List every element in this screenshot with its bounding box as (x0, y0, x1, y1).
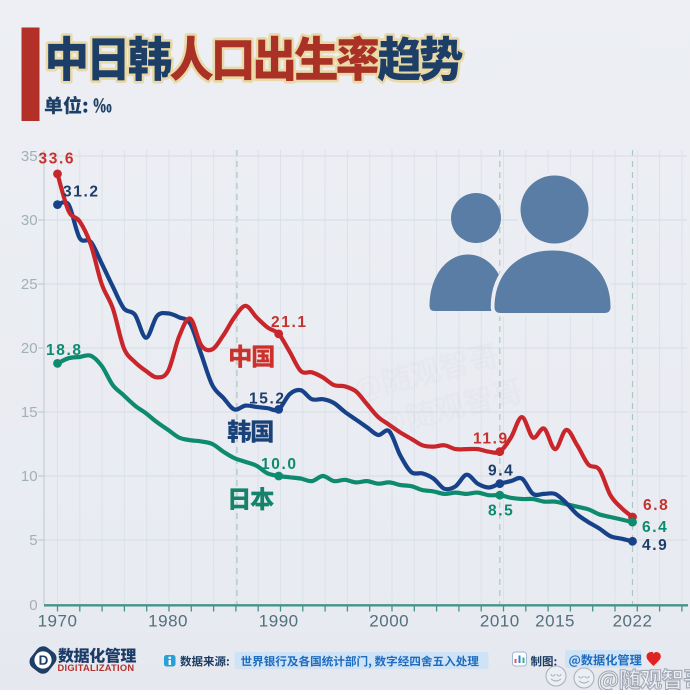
svg-text:35: 35 (21, 148, 38, 165)
svg-text:15.2: 15.2 (249, 391, 286, 408)
svg-text:18.8: 18.8 (46, 342, 83, 359)
svg-text:4.9: 4.9 (642, 537, 668, 554)
svg-text:11.9: 11.9 (473, 431, 509, 448)
svg-text:30: 30 (21, 212, 38, 229)
svg-text:DIGITALIZATION: DIGITALIZATION (58, 663, 135, 673)
svg-text:1980: 1980 (148, 612, 188, 631)
svg-text:10.0: 10.0 (261, 456, 298, 473)
svg-text:1990: 1990 (259, 612, 299, 631)
svg-text:5: 5 (29, 532, 37, 549)
svg-text:25: 25 (21, 276, 38, 293)
svg-text:9.4: 9.4 (488, 463, 514, 480)
svg-text:15: 15 (21, 404, 38, 421)
svg-text:2000: 2000 (369, 612, 409, 631)
svg-text:33.6: 33.6 (39, 151, 76, 168)
svg-text:0: 0 (29, 597, 37, 614)
svg-text:31.2: 31.2 (63, 184, 100, 201)
svg-text:21.1: 21.1 (271, 314, 308, 331)
svg-text:6.4: 6.4 (642, 519, 668, 536)
svg-text:2015: 2015 (535, 612, 575, 631)
svg-text:20: 20 (21, 340, 38, 357)
svg-text:10: 10 (21, 468, 38, 485)
svg-text:2022: 2022 (613, 612, 653, 631)
svg-text:2010: 2010 (480, 612, 520, 631)
svg-text:1970: 1970 (38, 612, 78, 631)
svg-text:8.5: 8.5 (488, 503, 514, 520)
svg-text:6.8: 6.8 (643, 497, 669, 514)
